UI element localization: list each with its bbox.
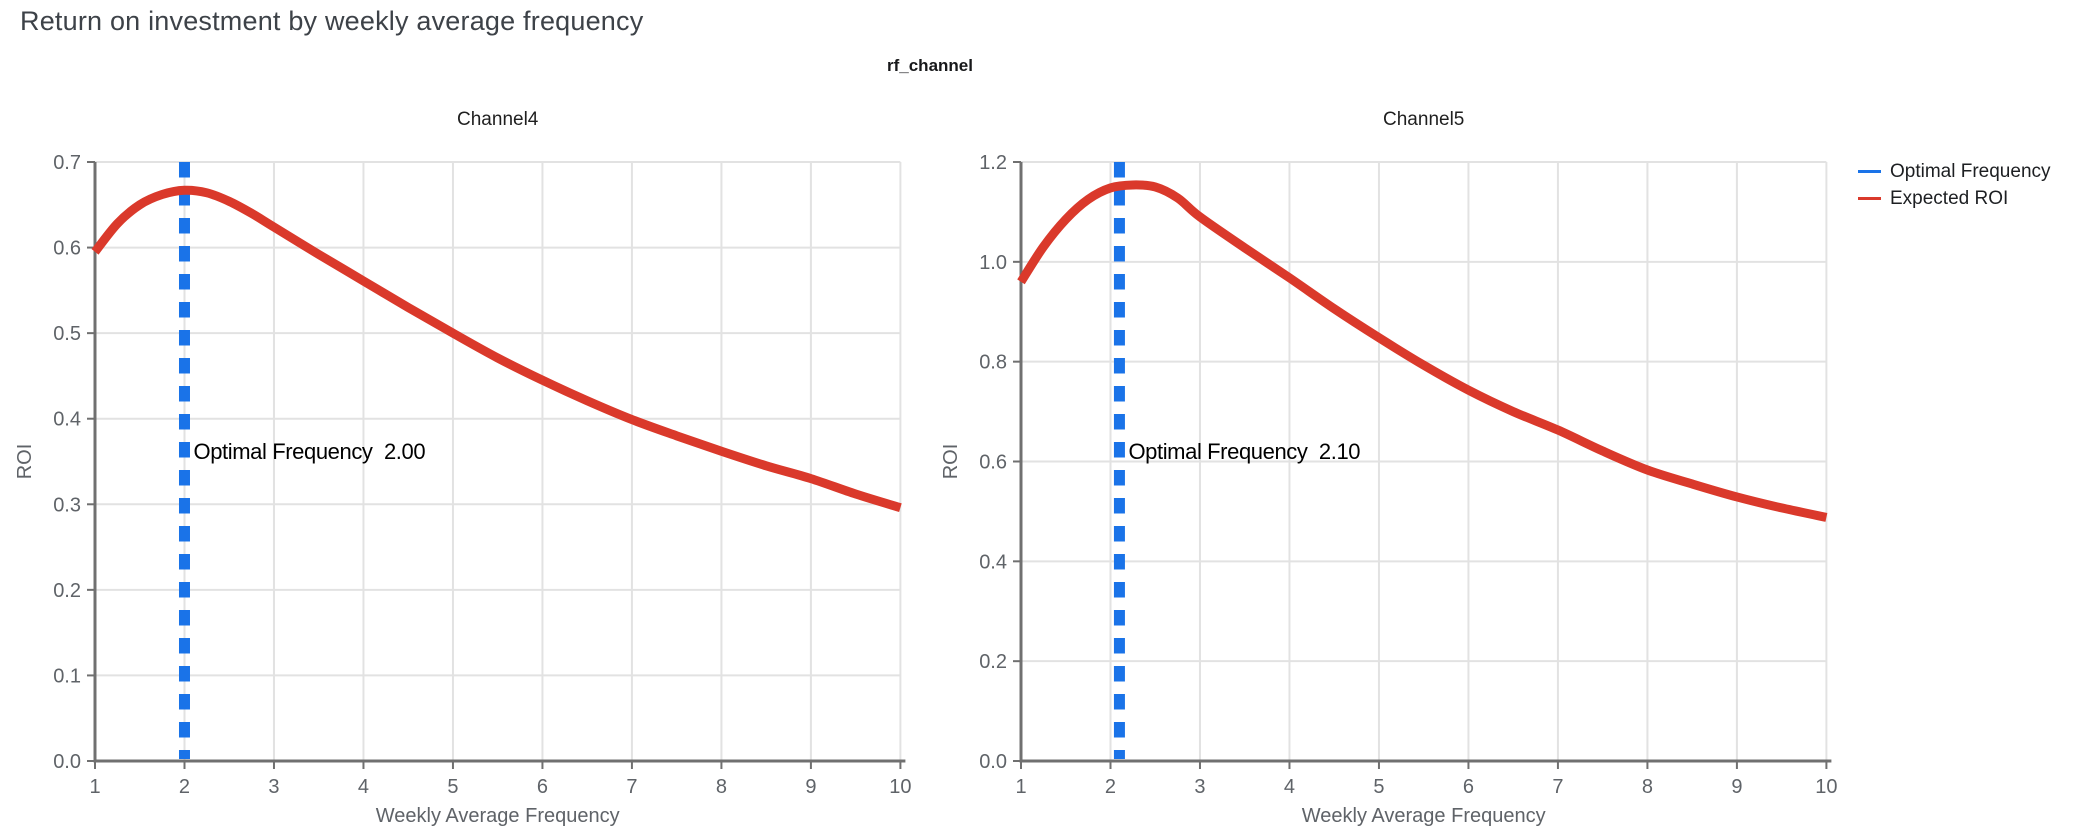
chart-channel5: Channel5 0.0 0.2 0.4 0.6 0.8 1.0 1.2 1 2 3 4 5 6 7 8 9 10… — [940, 109, 1838, 827]
chart-channel4: Channel4 0.0 0.1 0.2 0.3 0.4 0.5 0.6 0.7 1 2 3 4 5 6 7 8… — [14, 109, 912, 827]
y-tick-label: 0.2 — [53, 580, 81, 602]
y-tick-label: 0.2 — [979, 651, 1007, 673]
y-tick-label: 0.6 — [979, 452, 1007, 474]
x-tick-label: 6 — [537, 776, 548, 798]
x-tick-label: 10 — [1815, 776, 1837, 798]
expected-roi-curve — [91, 185, 902, 513]
y-tick-label: 0.0 — [979, 751, 1007, 773]
x-tick-labels: 1 2 3 4 5 6 7 8 9 10 — [1015, 776, 1837, 798]
y-tick-label: 0.6 — [53, 238, 81, 260]
tick-marks — [1013, 161, 1828, 769]
y-tick-label: 0.4 — [53, 409, 81, 431]
y-axis-title: ROI — [940, 444, 962, 480]
y-axis-title: ROI — [14, 444, 36, 480]
legend-item-optimal-frequency: Optimal Frequency — [1858, 158, 2051, 185]
y-tick-label: 0.1 — [53, 665, 81, 687]
x-tick-label: 7 — [626, 776, 637, 798]
x-axis-title: Weekly Average Frequency — [376, 805, 620, 827]
y-tick-label: 0.7 — [53, 152, 81, 174]
x-tick-label: 7 — [1552, 776, 1563, 798]
panel-title: Channel5 — [1383, 109, 1464, 130]
x-tick-label: 2 — [1105, 776, 1116, 798]
legend: Optimal Frequency Expected ROI — [1858, 158, 2051, 212]
y-tick-labels: 0.0 0.2 0.4 0.6 0.8 1.0 1.2 — [979, 152, 1007, 773]
legend-label: Optimal Frequency — [1890, 160, 2051, 182]
optimal-frequency-annotation: Optimal Frequency 2.10 — [1128, 439, 1360, 464]
x-tick-label: 3 — [1194, 776, 1205, 798]
x-tick-labels: 1 2 3 4 5 6 7 8 9 10 — [89, 776, 911, 798]
y-tick-label: 1.2 — [979, 152, 1007, 174]
x-tick-label: 5 — [1373, 776, 1384, 798]
optimal-frequency-annotation: Optimal Frequency 2.00 — [193, 439, 425, 464]
x-tick-label: 4 — [1284, 776, 1295, 798]
page-title: Return on investment by weekly average f… — [20, 6, 644, 36]
x-tick-label: 8 — [716, 776, 727, 798]
x-tick-label: 9 — [1731, 776, 1742, 798]
y-tick-label: 0.3 — [53, 494, 81, 516]
x-tick-label: 1 — [89, 776, 100, 798]
y-tick-label: 0.5 — [53, 323, 81, 345]
x-tick-label: 8 — [1642, 776, 1653, 798]
y-tick-label: 0.8 — [979, 352, 1007, 374]
x-tick-label: 10 — [889, 776, 911, 798]
axes — [93, 162, 906, 763]
x-tick-label: 5 — [447, 776, 458, 798]
x-tick-label: 9 — [805, 776, 816, 798]
optimal-frequency-legend-swatch-icon — [1858, 170, 1881, 173]
legend-label: Expected ROI — [1890, 187, 2009, 209]
y-tick-label: 1.0 — [979, 252, 1007, 274]
facet-title: rf_channel — [887, 56, 973, 75]
x-tick-label: 2 — [179, 776, 190, 798]
x-tick-label: 1 — [1015, 776, 1026, 798]
x-tick-label: 3 — [268, 776, 279, 798]
legend-item-expected-roi: Expected ROI — [1858, 185, 2051, 212]
panel-title: Channel4 — [457, 109, 539, 130]
y-tick-label: 0.0 — [53, 751, 81, 773]
y-tick-labels: 0.0 0.1 0.2 0.3 0.4 0.5 0.6 0.7 — [53, 152, 81, 773]
x-tick-label: 6 — [1463, 776, 1474, 798]
expected-roi-legend-swatch-icon — [1858, 197, 1881, 200]
expected-roi-curve — [1017, 180, 1828, 522]
x-axis-title: Weekly Average Frequency — [1302, 805, 1546, 827]
tick-marks — [87, 161, 902, 769]
x-tick-label: 4 — [358, 776, 369, 798]
y-tick-label: 0.4 — [979, 551, 1007, 573]
